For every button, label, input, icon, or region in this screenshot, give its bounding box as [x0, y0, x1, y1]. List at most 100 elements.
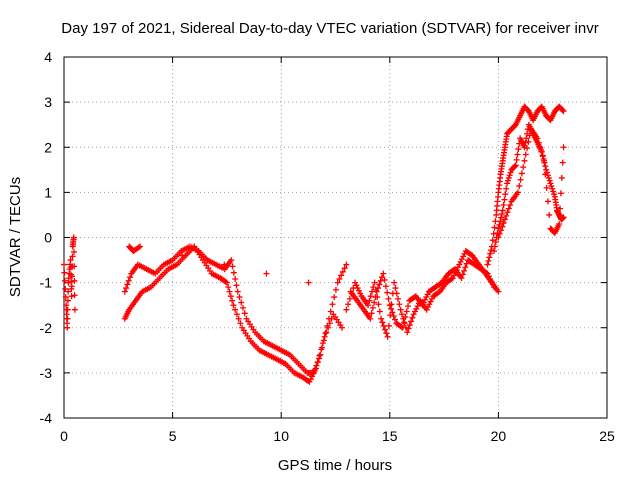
data-point — [504, 177, 511, 184]
data-point — [520, 164, 527, 171]
data-series-segment-6 — [484, 103, 567, 268]
data-point — [503, 185, 510, 192]
data-point — [232, 276, 239, 283]
data-point — [233, 311, 240, 318]
data-point — [376, 308, 383, 315]
data-series-segment-2 — [121, 243, 346, 385]
data-point — [226, 288, 233, 295]
data-point — [71, 306, 78, 313]
data-point — [385, 322, 392, 329]
data-point — [560, 144, 567, 151]
y-tick-label: 3 — [44, 94, 52, 110]
data-point — [312, 366, 319, 373]
data-point — [491, 224, 498, 231]
data-point — [64, 297, 71, 304]
data-point — [498, 227, 505, 234]
data-point — [124, 281, 131, 288]
data-point — [495, 234, 502, 241]
data-point — [462, 264, 469, 271]
data-point — [405, 303, 412, 310]
data-point — [546, 177, 553, 184]
y-tick-label: -1 — [40, 275, 53, 291]
data-point — [495, 288, 502, 295]
data-point — [313, 362, 320, 369]
data-point — [225, 284, 232, 291]
data-point — [64, 315, 71, 322]
x-tick-label: 0 — [60, 428, 68, 444]
data-point — [320, 337, 327, 344]
data-point — [541, 157, 548, 164]
data-point — [499, 207, 506, 214]
data-point — [485, 257, 492, 264]
data-point — [127, 274, 134, 281]
data-point — [525, 138, 532, 145]
data-point — [238, 299, 245, 306]
data-point — [70, 248, 77, 255]
data-point — [505, 205, 512, 212]
data-point — [489, 237, 496, 244]
y-tick-label: -4 — [40, 410, 53, 426]
data-point — [409, 314, 416, 321]
data-point — [310, 369, 317, 376]
data-point — [500, 220, 507, 227]
data-point — [391, 279, 398, 286]
data-point — [387, 312, 394, 319]
data-point — [548, 183, 555, 190]
chart-title: Day 197 of 2021, Sidereal Day-to-day VTE… — [61, 20, 598, 37]
data-point — [511, 163, 518, 170]
data-point — [488, 247, 495, 254]
data-point — [69, 253, 76, 260]
data-point — [424, 291, 431, 298]
data-point — [329, 301, 336, 308]
data-point — [543, 184, 550, 191]
data-point — [123, 285, 130, 292]
data-point — [62, 294, 69, 301]
data-point — [521, 157, 528, 164]
data-point — [70, 234, 77, 241]
data-point — [545, 174, 552, 181]
data-point — [497, 218, 504, 225]
data-point — [348, 290, 355, 297]
data-point — [398, 311, 405, 318]
data-point — [334, 279, 341, 286]
data-point — [227, 293, 234, 300]
data-point — [496, 230, 503, 237]
data-point — [456, 261, 463, 268]
data-point — [425, 303, 432, 310]
data-point — [522, 139, 529, 146]
data-point — [449, 275, 456, 282]
data-point — [135, 244, 142, 251]
data-series-segment-1 — [61, 234, 78, 331]
data-point — [379, 319, 386, 326]
x-tick-label: 20 — [491, 428, 507, 444]
data-point — [396, 301, 403, 308]
data-point — [405, 325, 412, 332]
data-point — [547, 180, 554, 187]
data-point — [341, 265, 348, 272]
data-point — [327, 308, 334, 315]
data-point — [542, 163, 549, 170]
data-point — [398, 323, 405, 330]
data-point — [235, 315, 242, 322]
data-point — [241, 310, 248, 317]
data-point — [345, 301, 352, 308]
data-point — [484, 261, 491, 268]
data-series-segment-5 — [343, 248, 502, 340]
data-point — [458, 256, 465, 263]
data-point — [384, 289, 391, 296]
data-point — [69, 273, 76, 280]
data-point — [551, 191, 558, 198]
grid-layer — [64, 57, 607, 418]
data-point — [381, 276, 388, 283]
data-point — [557, 190, 564, 197]
data-point — [401, 320, 408, 327]
data-point — [498, 214, 505, 221]
data-point — [338, 272, 345, 279]
data-point — [546, 211, 553, 218]
data-point — [461, 267, 468, 274]
data-point — [263, 270, 270, 277]
data-point — [137, 243, 144, 250]
data-point — [501, 196, 508, 203]
data-point — [234, 288, 241, 295]
data-point — [428, 295, 435, 302]
